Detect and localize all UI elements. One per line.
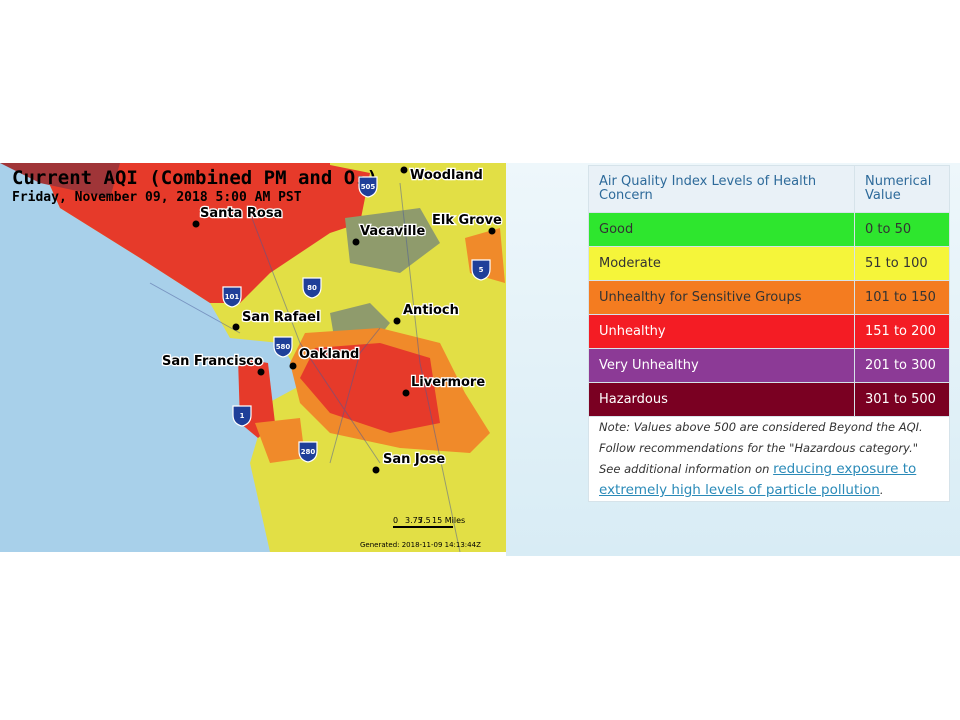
link[interactable]: reducing exposure to extremely high leve… (599, 461, 917, 498)
note-text: Note: Values above 500 are considered Be… (599, 420, 923, 476)
aqi-row: Unhealthy 151 to 200 (588, 314, 950, 349)
level-name: Moderate (588, 246, 855, 281)
level-range: 301 to 500 (854, 382, 950, 417)
level-name: Unhealthy (588, 314, 855, 349)
level-name: Very Unhealthy (588, 348, 855, 383)
highway-shield (232, 405, 252, 427)
roads (149, 182, 461, 552)
scale-label: 0 (393, 516, 398, 525)
highway-shield (222, 286, 242, 308)
aqi-row: Hazardous 301 to 500 (588, 382, 950, 417)
scale-label: 7.5 (418, 516, 431, 525)
highway-number: 80 (307, 284, 317, 292)
highway-number: 280 (301, 448, 316, 456)
aqi-row: Unhealthy for Sensitive Groups 101 to 150 (588, 280, 950, 315)
city-label: San Francisco (162, 354, 263, 369)
aqi-map: Current AQI (Combined PM and O₃) Friday,… (0, 163, 506, 552)
map-subtitle: Friday, November 09, 2018 5:00 AM PST (12, 190, 302, 205)
highway-number: 101 (225, 293, 240, 301)
level-range: 0 to 50 (854, 212, 950, 247)
highway-number: 505 (361, 183, 376, 191)
city-dot (402, 389, 410, 397)
highway-shield (471, 259, 491, 281)
aqi-row: Moderate 51 to 100 (588, 246, 950, 281)
note-end: . (879, 483, 884, 497)
city-dot (352, 238, 360, 246)
level-range: 101 to 150 (854, 280, 950, 315)
generated: Generated: 2018-11-09 14:13:44Z (360, 541, 481, 549)
level-range: 201 to 300 (854, 348, 950, 383)
note: Note: Values above 500 are considered Be… (588, 416, 950, 502)
unhealthy-area (300, 343, 440, 433)
city-dot (192, 220, 200, 228)
level-range: 151 to 200 (854, 314, 950, 349)
map-title: Current AQI (Combined PM and O₃) (12, 167, 378, 189)
level-name: Hazardous (588, 382, 855, 417)
unhealthy-area (320, 163, 370, 233)
city-dot (232, 323, 240, 331)
aqi-table: Air Quality Index Levels of Health Conce… (588, 165, 950, 502)
city-dot (393, 317, 401, 325)
city-label: San Rafael (242, 310, 320, 325)
highway-number: 580 (276, 343, 291, 351)
city-label: Woodland (410, 168, 483, 183)
city-label: Elk Grove (432, 213, 502, 228)
scale-label: 15 Miles (432, 516, 465, 525)
city-dot (488, 227, 496, 235)
level-name: Good (588, 212, 855, 247)
city-label: Santa Rosa (200, 206, 282, 221)
city-label: Oakland (299, 347, 359, 362)
header-cell: Air Quality Index Levels of Health Conce… (588, 165, 855, 213)
level-range: 51 to 100 (854, 246, 950, 281)
aqi-row: Good 0 to 50 (588, 212, 950, 247)
highway-shield (298, 441, 318, 463)
city-dot (400, 166, 408, 174)
city-dot (289, 362, 297, 370)
highway-number: 5 (479, 266, 484, 274)
scale-label: 3.75 (405, 516, 423, 525)
city-label: San Jose (383, 452, 445, 467)
usg-area (255, 418, 305, 463)
city-dot (257, 368, 265, 376)
city-label: Antioch (403, 303, 459, 318)
aqi-row: Very Unhealthy 201 to 300 (588, 348, 950, 383)
header-cell: Numerical Value (854, 165, 950, 213)
unhealthy-area (40, 163, 330, 303)
highway-shield (358, 176, 378, 198)
moderate-overlap-area (345, 208, 440, 273)
highway-shield (273, 336, 293, 358)
city-dot (372, 466, 380, 474)
city-label: Vacaville (360, 224, 425, 239)
city-label: Livermore (411, 375, 485, 390)
level-name: Unhealthy for Sensitive Groups (588, 280, 855, 315)
very-unhealthy-area (0, 163, 120, 198)
highway-shield (302, 277, 322, 299)
highway-number: 1 (240, 412, 245, 420)
